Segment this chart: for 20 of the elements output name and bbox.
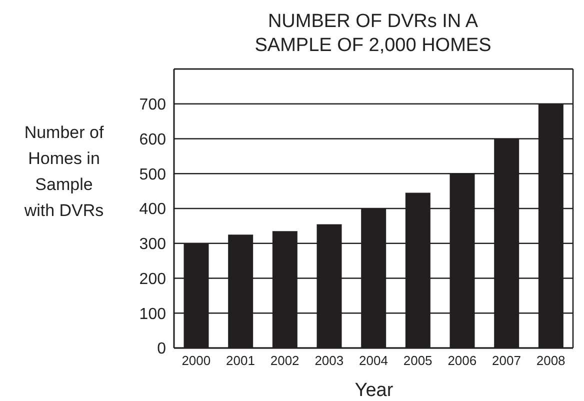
x-tick-label: 2006 bbox=[448, 353, 477, 368]
y-tick-label: 400 bbox=[139, 201, 166, 218]
y-tick-label: 500 bbox=[139, 166, 166, 184]
x-axis-title: Year bbox=[354, 380, 394, 401]
x-tick-label: 2000 bbox=[182, 353, 211, 368]
y-tick-label: 700 bbox=[139, 96, 166, 114]
y-tick-label: 600 bbox=[139, 131, 166, 148]
y-tick-label: 100 bbox=[139, 306, 166, 323]
y-tick-label: 300 bbox=[139, 236, 166, 254]
y-tick-label: 0 bbox=[157, 340, 166, 358]
x-tick-label: 2008 bbox=[536, 353, 566, 368]
x-tick-label: 2001 bbox=[226, 353, 255, 368]
x-tick-label: 2003 bbox=[314, 353, 344, 368]
x-tick-label: 2004 bbox=[359, 353, 388, 368]
y-tick-label: 200 bbox=[139, 270, 166, 288]
x-tick-label: 2002 bbox=[270, 353, 300, 368]
x-tick-label: 2007 bbox=[492, 353, 521, 368]
chart-title: NUMBER OF DVRs IN A SAMPLE OF 2,000 HOMES bbox=[254, 10, 492, 58]
y-axis-title: Number of Homes in Sample with DVRs bbox=[23, 122, 105, 222]
x-tick-label: 2005 bbox=[403, 353, 432, 368]
